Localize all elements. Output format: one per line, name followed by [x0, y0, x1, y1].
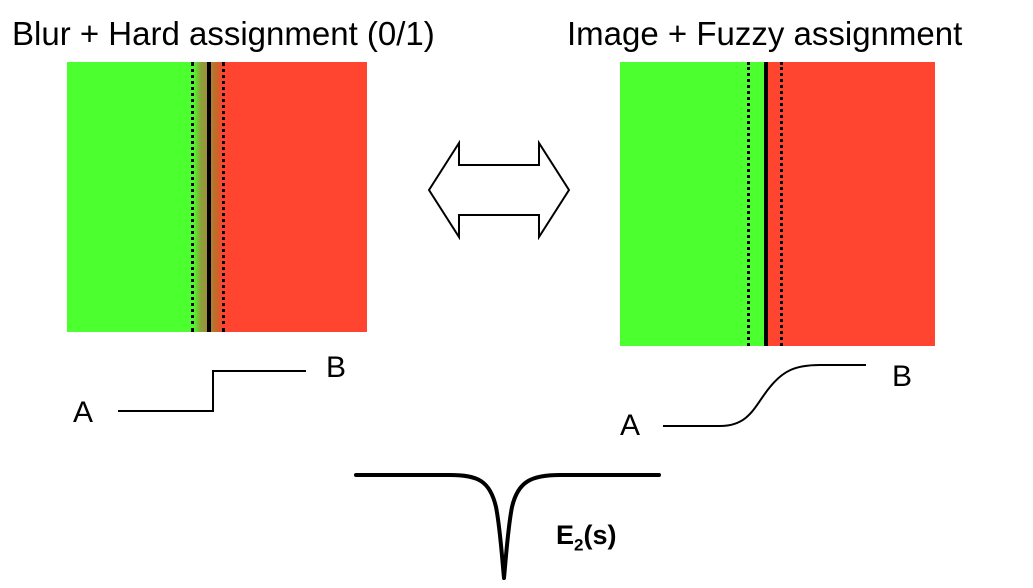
blur-boundary-left [191, 62, 194, 332]
energy-argument: (s) [583, 520, 617, 550]
region-b-red [223, 62, 367, 332]
blur-boundary-right [222, 62, 225, 332]
energy-function-label: E2(s) [556, 518, 616, 562]
energy-dip-curve [354, 473, 661, 580]
label-b-left: B [326, 351, 347, 384]
energy-symbol: E [556, 520, 575, 550]
sharp-boundary-line [764, 62, 768, 346]
right-panel-title: Image + Fuzzy assignment [567, 15, 963, 52]
hard-boundary-line [207, 62, 211, 332]
hard-step-profile [118, 370, 306, 412]
fuzzy-boundary-right [780, 62, 783, 346]
energy-subscript: 2 [574, 535, 584, 555]
left-segmentation-panel [67, 62, 367, 332]
region-a-green [620, 62, 766, 346]
label-a-right: A [620, 409, 641, 442]
region-a-green [67, 62, 193, 332]
right-segmentation-panel [620, 62, 935, 346]
region-b-red [766, 62, 935, 346]
left-panel-title: Blur + Hard assignment (0/1) [12, 15, 435, 52]
double-arrow-icon [427, 140, 571, 240]
fuzzy-boundary-left [747, 62, 750, 346]
label-a-left: A [73, 396, 94, 429]
label-b-right: B [892, 360, 913, 393]
fuzzy-sigmoid-profile [663, 364, 866, 427]
